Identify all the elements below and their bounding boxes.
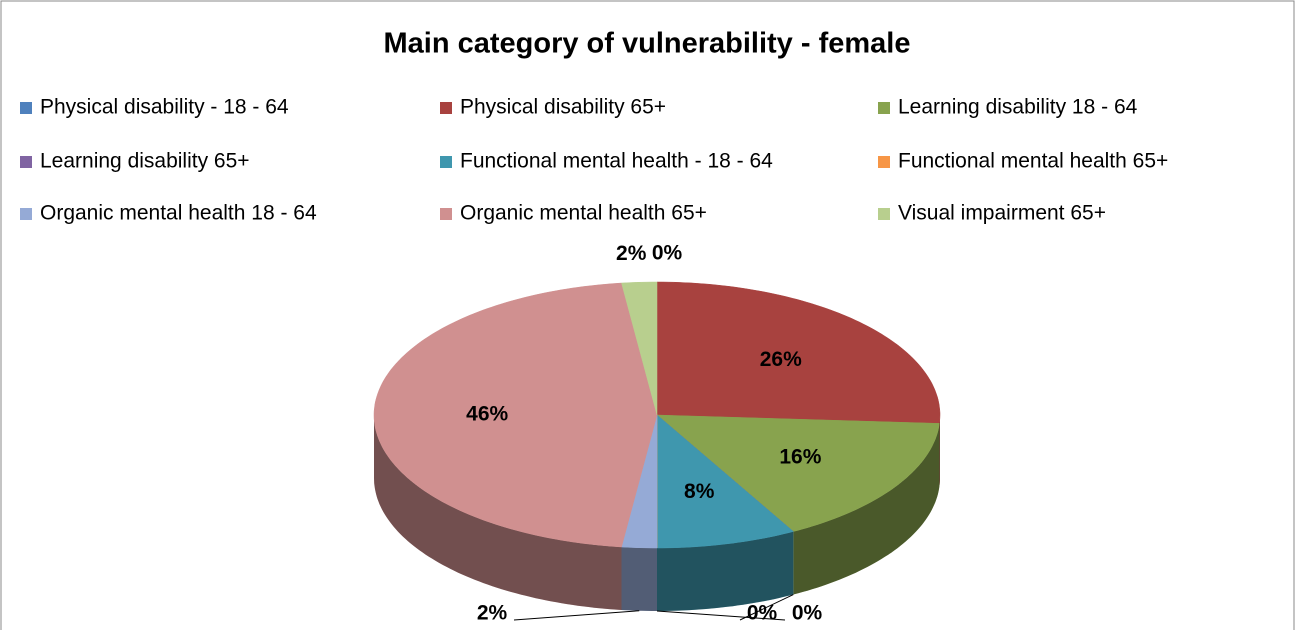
slice <box>656 414 794 611</box>
slice-side-shade <box>657 531 794 611</box>
slice <box>656 281 941 487</box>
slice-side-shade <box>374 415 622 610</box>
legend-swatch <box>440 156 452 168</box>
slice-side-shade <box>939 415 940 487</box>
slice-top <box>373 282 658 548</box>
data-label: 0% <box>652 242 683 265</box>
slice-top <box>656 414 940 532</box>
data-label: 46% <box>466 403 508 426</box>
legend-swatch <box>878 156 890 168</box>
slice <box>373 282 658 610</box>
data-label: 26% <box>760 348 802 371</box>
slice-top <box>621 281 658 416</box>
slice <box>621 281 658 416</box>
leader-line <box>656 610 786 621</box>
legend-swatch <box>20 102 32 114</box>
legend-swatch <box>20 156 32 168</box>
chart-title: Main category of vulnerability - female <box>384 28 911 60</box>
data-label: 2% <box>616 242 647 265</box>
legend-swatch <box>878 208 890 220</box>
data-label: 0% <box>792 602 823 625</box>
slice <box>656 414 940 595</box>
slice-side <box>793 423 940 595</box>
legend-label: Organic mental health 65+ <box>460 202 707 225</box>
legend-label: Organic mental health 18 - 64 <box>40 202 317 225</box>
slice-side <box>621 547 657 611</box>
slice-side <box>657 531 794 611</box>
leader-line <box>739 594 794 621</box>
slice-side-shade <box>793 423 940 595</box>
data-label: 0% <box>747 602 778 625</box>
legend-label: Physical disability 65+ <box>460 96 666 119</box>
slice-top <box>656 281 941 424</box>
legend-label: Visual impairment 65+ <box>898 202 1106 225</box>
data-label: 2% <box>477 602 508 625</box>
slice-top <box>656 414 794 549</box>
legend-swatch <box>440 208 452 220</box>
legend-label: Functional mental health - 18 - 64 <box>460 150 773 173</box>
data-label: 16% <box>779 445 821 468</box>
leader-line <box>513 610 640 621</box>
legend-label: Learning disability 18 - 64 <box>898 96 1138 119</box>
legend-swatch <box>20 208 32 220</box>
slice-side <box>939 415 940 487</box>
data-label: 8% <box>684 480 715 503</box>
legend-label: Functional mental health 65+ <box>898 150 1168 173</box>
legend-label: Learning disability 65+ <box>40 150 250 173</box>
legend-swatch <box>878 102 890 114</box>
slice-side-shade <box>621 547 657 611</box>
legend-label: Physical disability - 18 - 64 <box>40 96 289 119</box>
legend-swatch <box>440 102 452 114</box>
slice-side <box>374 415 622 610</box>
